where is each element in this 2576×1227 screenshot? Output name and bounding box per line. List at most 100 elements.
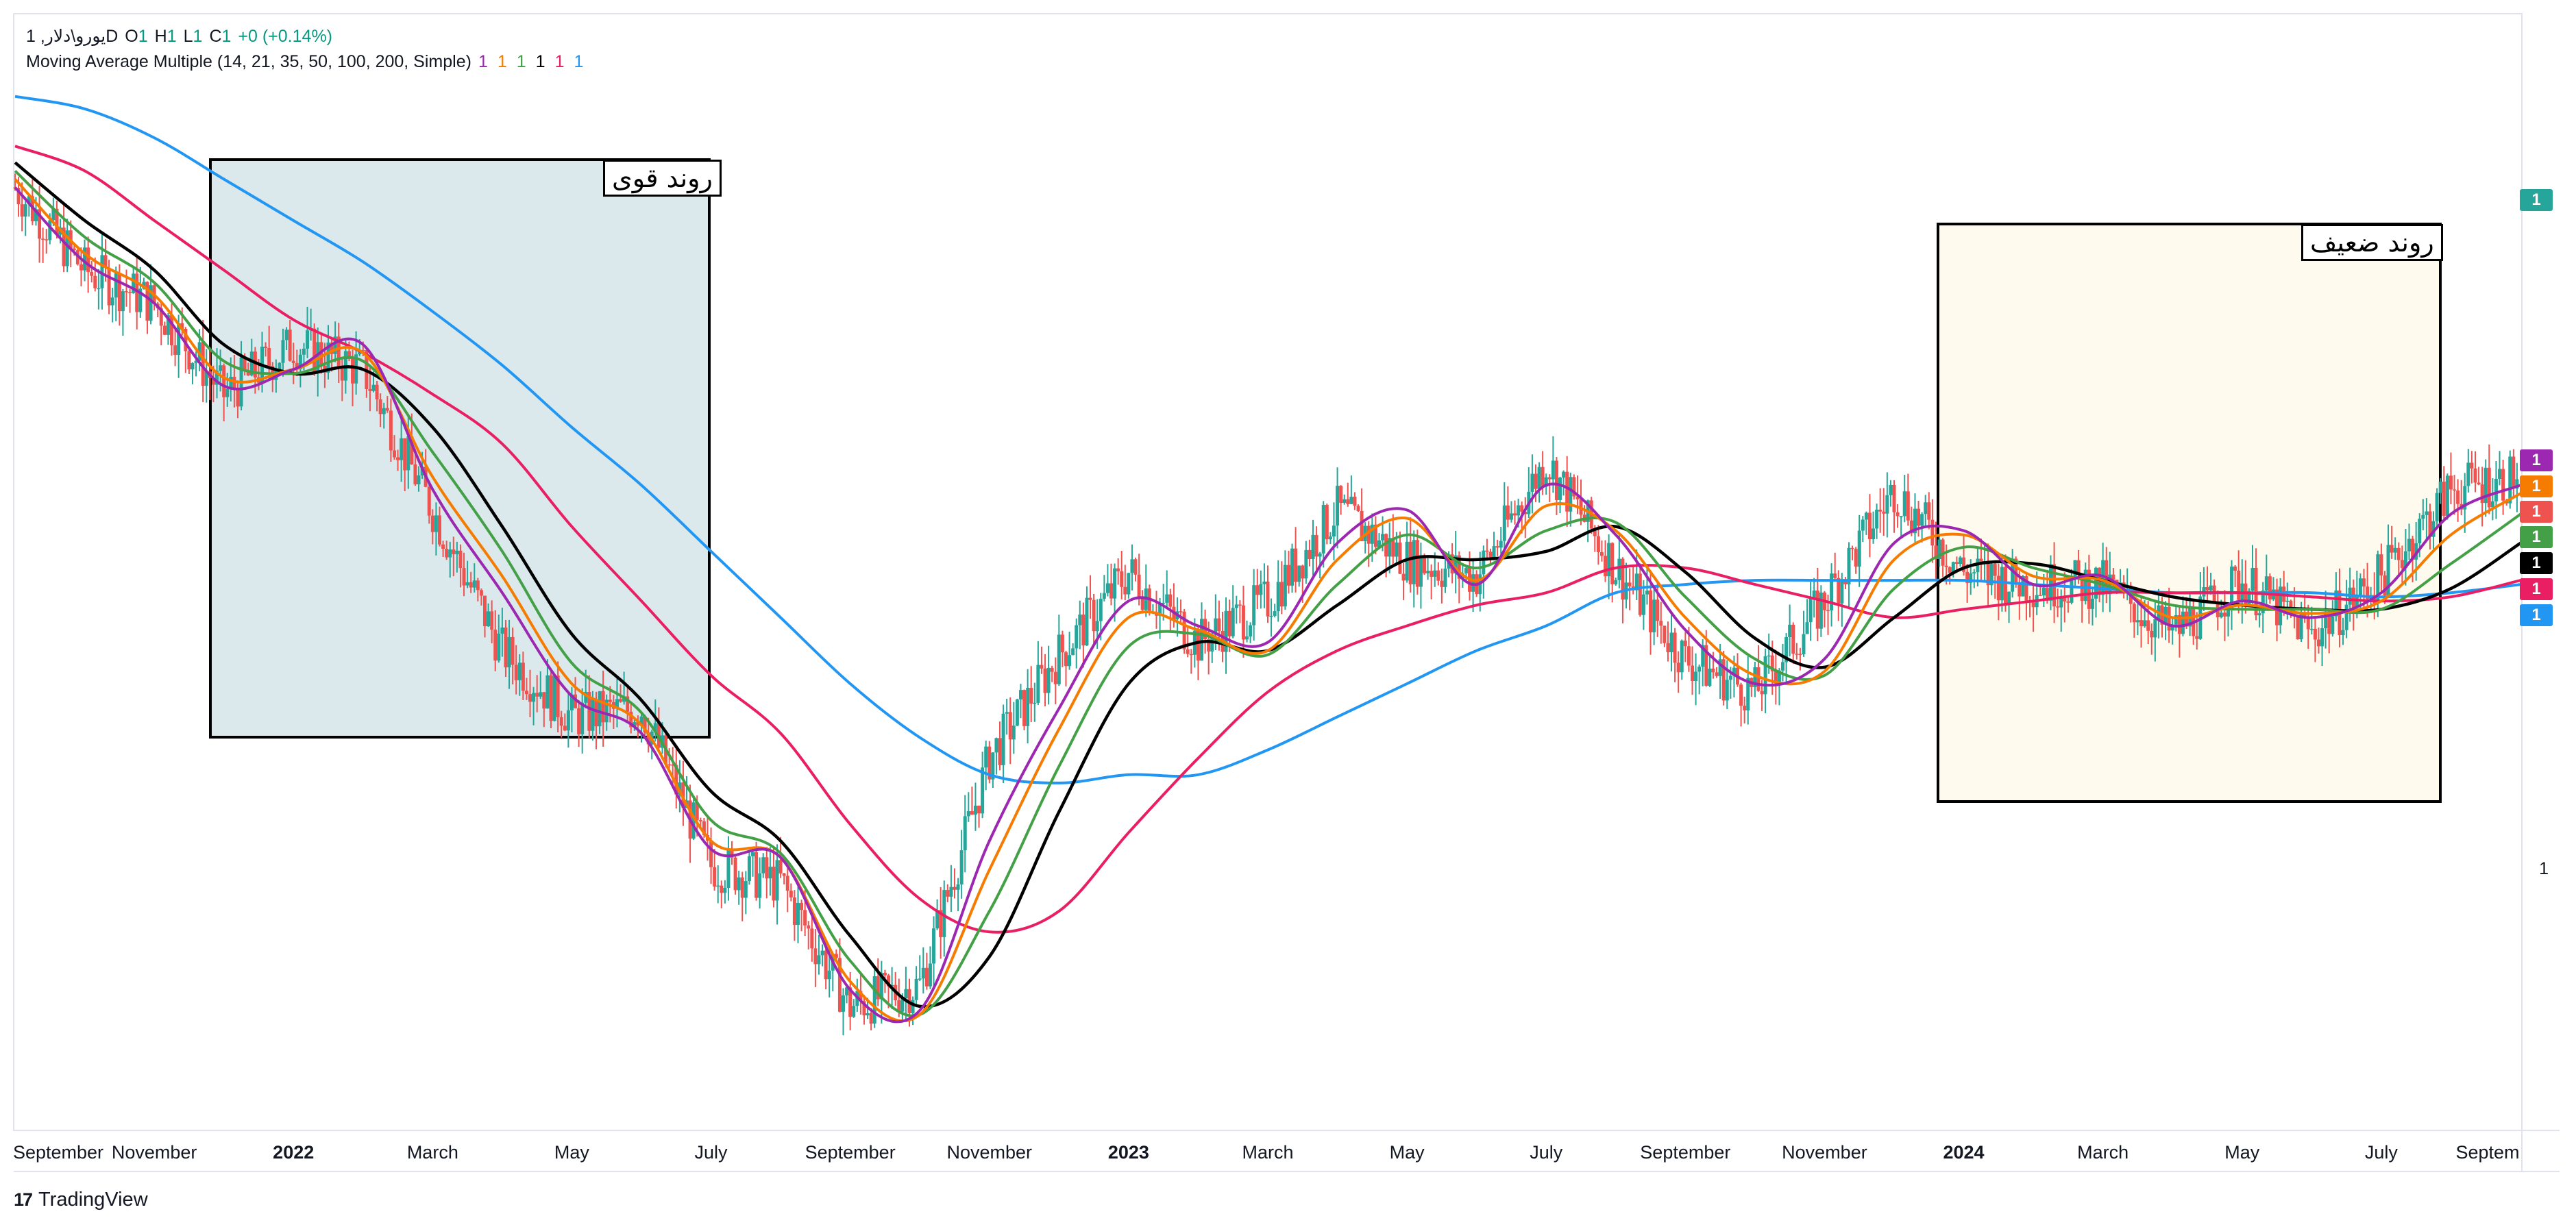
candle-body <box>2498 469 2502 479</box>
candle-body <box>291 360 295 363</box>
candle-body <box>1140 598 1144 610</box>
candle-body <box>1349 496 1353 504</box>
candle-body <box>2135 620 2139 623</box>
candle-body <box>434 515 438 532</box>
candle-body <box>1075 625 1079 649</box>
candle-body <box>1830 573 1834 610</box>
candle-body <box>580 702 585 734</box>
candle-body <box>1840 579 1844 604</box>
candle-body <box>866 1013 870 1016</box>
candle-body <box>2076 560 2081 575</box>
candle-body <box>166 315 170 335</box>
candle-body <box>180 323 184 330</box>
tradingview-logo-icon: 17 <box>14 1189 33 1210</box>
candle-body <box>772 867 776 901</box>
indicator-title[interactable]: Moving Average Multiple (14, 21, 35, 50,… <box>26 52 471 71</box>
candle-body <box>2445 475 2449 516</box>
candle-body <box>1767 655 1771 657</box>
candle-body <box>1301 565 1305 579</box>
candle-body <box>1686 646 1691 666</box>
candle-body <box>2372 595 2377 604</box>
candle-body <box>2480 484 2484 504</box>
candle-body <box>2139 620 2144 627</box>
candle-body <box>1401 573 1406 581</box>
candle-body <box>1537 467 1541 489</box>
price-scale-label-4: 1 <box>2520 526 2553 548</box>
ma-50-line <box>14 161 2522 1008</box>
candle-body <box>86 247 90 273</box>
candle-body <box>1370 524 1374 544</box>
candle-body <box>842 995 846 1012</box>
candle-body <box>1015 699 1019 726</box>
candle-body <box>1892 484 1896 512</box>
candle-body <box>1878 509 1882 512</box>
candle-body <box>2313 628 2317 640</box>
candle-body <box>2366 586 2370 599</box>
candle-body <box>1544 477 1548 487</box>
candle-body <box>879 972 883 1000</box>
candle-body <box>72 248 76 251</box>
candle-body <box>977 805 981 814</box>
candle-body <box>1927 502 1931 520</box>
candle-body <box>330 343 334 354</box>
x-tick-march: March <box>406 1142 458 1163</box>
candle-body <box>524 691 528 695</box>
candle-body <box>479 590 483 596</box>
candle-body <box>1614 580 1618 584</box>
candle-body <box>1572 477 1576 497</box>
candle-body <box>1353 496 1357 506</box>
candle-body <box>1068 655 1072 667</box>
candle-body <box>2379 554 2383 575</box>
candle-body <box>2435 493 2439 521</box>
candle-body <box>1604 556 1608 577</box>
candle-body <box>946 890 950 897</box>
candle-body <box>455 550 459 554</box>
candle-body <box>2177 615 2181 634</box>
candle-body <box>872 976 876 1024</box>
strong-trend-label[interactable]: روند قوی <box>603 160 722 197</box>
open-value: 1 <box>138 26 148 46</box>
candle-body <box>1861 519 1865 531</box>
candle-body <box>2132 604 2136 623</box>
candle-body <box>511 636 515 665</box>
ma-21-line <box>14 178 2522 1023</box>
candle-body <box>1408 541 1412 584</box>
weak-trend-label[interactable]: روند ضعیف <box>2301 224 2443 261</box>
candle-body <box>2226 608 2230 617</box>
candle-body <box>691 802 696 839</box>
candle-body <box>1781 662 1785 671</box>
candle-body <box>1217 618 1221 631</box>
weak-trend-box[interactable] <box>1937 223 2442 803</box>
x-tick-september: September <box>1640 1142 1731 1163</box>
candle-body <box>2292 612 2296 616</box>
candle-body <box>667 764 672 766</box>
strong-trend-box[interactable] <box>209 158 711 739</box>
candle-body <box>1109 583 1113 599</box>
tradingview-logo[interactable]: 17 TradingView <box>14 1189 148 1211</box>
candle-body <box>1989 564 1994 586</box>
candle-body <box>1189 654 1193 656</box>
candle-body <box>1022 690 1027 726</box>
candle-body <box>535 693 539 697</box>
candle-body <box>1102 593 1106 599</box>
symbol-name[interactable]: 1 ,یورو\دلارD <box>26 27 119 46</box>
candle-body <box>615 699 619 709</box>
candle-body <box>16 188 21 205</box>
candle-body <box>900 998 905 1012</box>
candle-body <box>1652 599 1656 632</box>
candle-body <box>215 371 219 385</box>
candle-body <box>107 267 111 306</box>
candle-body <box>716 885 720 887</box>
candle-body <box>862 1001 866 1016</box>
candle-body <box>2306 617 2310 630</box>
high-label: H <box>154 26 167 46</box>
candle-body <box>2449 475 2453 490</box>
candle-body <box>574 694 578 708</box>
candle-body <box>2331 616 2335 634</box>
candle-body <box>1492 546 1496 558</box>
candle-body <box>1958 557 1962 564</box>
candle-body <box>800 902 804 910</box>
candle-body <box>953 887 957 890</box>
candle-body <box>497 633 501 661</box>
